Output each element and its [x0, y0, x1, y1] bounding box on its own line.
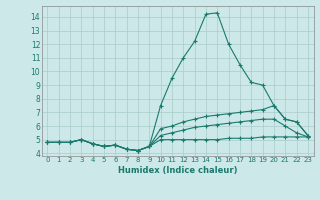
X-axis label: Humidex (Indice chaleur): Humidex (Indice chaleur) — [118, 166, 237, 175]
